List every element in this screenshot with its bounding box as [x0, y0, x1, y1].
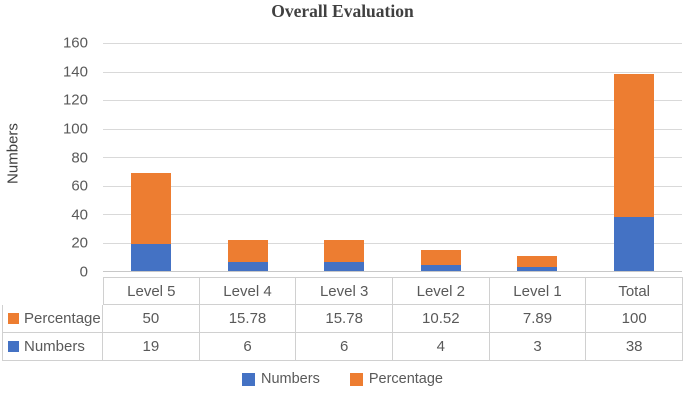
chart-title: Overall Evaluation — [271, 1, 414, 21]
table-row-label-text-numbers: Numbers — [24, 338, 85, 355]
table-cell-numbers-2: 6 — [199, 333, 297, 361]
gridline-100 — [103, 128, 682, 130]
table-cell-percentage-4: 10.52 — [392, 305, 490, 333]
bar-segment-percentage-total[interactable] — [613, 74, 654, 217]
legend-swatch-percentage — [349, 372, 363, 386]
legend-key-square-numbers — [8, 341, 19, 352]
gridline-80 — [103, 157, 682, 158]
y-tick-label-40: 40 — [71, 206, 88, 224]
y-tick-label-100: 100 — [62, 120, 88, 138]
stacked-bar-level-4[interactable] — [227, 43, 268, 271]
gridline-60 — [103, 185, 682, 187]
bar-segment-numbers-level-5[interactable] — [131, 243, 172, 271]
y-tick-label-20: 20 — [71, 234, 88, 252]
table-cell-numbers-6: 38 — [586, 333, 683, 361]
bar-segment-percentage-level-3[interactable] — [324, 239, 365, 263]
legend-swatch-numbers — [242, 372, 255, 386]
bar-segment-numbers-total[interactable] — [613, 216, 654, 271]
gridline-40 — [103, 214, 682, 215]
bar-segment-percentage-level-1[interactable] — [517, 255, 558, 267]
y-tick-label-140: 140 — [62, 63, 88, 81]
legend-label-percentage: Percentage — [368, 371, 443, 387]
table-cell-percentage-2: 15.78 — [199, 305, 297, 333]
stacked-bar-level-2[interactable] — [420, 43, 461, 271]
legend-item-numbers[interactable]: Numbers — [242, 371, 320, 387]
bar-column-level-3 — [296, 43, 393, 271]
plot-area — [103, 43, 682, 272]
y-tick-label-80: 80 — [71, 149, 88, 166]
gridline-120 — [103, 100, 682, 101]
legend-key-square-percentage — [8, 313, 19, 324]
bar-column-level-5 — [103, 43, 200, 271]
data-table: Level 5 Level 4 Level 3 Level 2 Level 1 Total… — [2, 277, 683, 361]
table-cell-percentage-5: 7.89 — [489, 305, 587, 333]
bar-column-level-4 — [200, 43, 297, 271]
bar-segment-percentage-level-4[interactable] — [227, 239, 268, 263]
table-corner-blank — [2, 277, 103, 305]
bar-segment-numbers-level-4[interactable] — [227, 262, 268, 271]
gridline-160 — [103, 43, 682, 44]
table-row-label-text-percentage: Percentage — [24, 310, 101, 327]
bar-segment-numbers-level-3[interactable] — [324, 262, 365, 271]
bar-segment-percentage-level-5[interactable] — [131, 172, 172, 244]
table-cell-numbers-4: 4 — [392, 333, 490, 361]
stacked-bar-total[interactable] — [613, 43, 654, 271]
y-axis-ticks: 0 20 40 60 80 100 120 140 160 — [0, 36, 95, 280]
table-header-level-3: Level 3 — [296, 277, 393, 305]
table-row-label-numbers: Numbers — [2, 333, 103, 361]
table-header-level-2: Level 2 — [392, 277, 490, 305]
table-row-label-percentage: Percentage — [2, 305, 103, 333]
bar-column-level-2 — [393, 43, 490, 271]
chart-legend: Numbers Percentage — [0, 371, 685, 387]
bar-column-total — [586, 43, 683, 271]
stacked-bar-level-1[interactable] — [517, 43, 558, 271]
stacked-bar-level-5[interactable] — [131, 43, 172, 271]
y-tick-label-160: 160 — [62, 34, 88, 52]
bar-segment-percentage-level-2[interactable] — [420, 250, 461, 266]
stacked-bar-level-3[interactable] — [324, 43, 365, 271]
table-header-level-1: Level 1 — [489, 277, 587, 305]
legend-item-percentage[interactable]: Percentage — [349, 371, 443, 387]
table-cell-percentage-1: 50 — [103, 305, 200, 333]
table-header-level-4: Level 4 — [199, 277, 297, 305]
bar-segment-numbers-level-2[interactable] — [420, 265, 461, 271]
gridline-140 — [103, 71, 682, 73]
y-tick-label-120: 120 — [62, 91, 88, 109]
y-tick-label-60: 60 — [71, 177, 88, 195]
table-header-total: Total — [586, 277, 683, 305]
y-tick-label-0: 0 — [79, 263, 88, 281]
bar-column-level-1 — [489, 43, 586, 271]
table-header-level-5: Level 5 — [103, 277, 200, 305]
table-cell-numbers-1: 19 — [103, 333, 200, 361]
table-cell-percentage-6: 100 — [586, 305, 683, 333]
bar-segment-numbers-level-1[interactable] — [517, 266, 558, 271]
table-cell-numbers-3: 6 — [296, 333, 393, 361]
table-cell-numbers-5: 3 — [489, 333, 587, 361]
gridline-20 — [103, 242, 682, 244]
legend-label-numbers: Numbers — [261, 371, 320, 387]
table-cell-percentage-3: 15.78 — [296, 305, 393, 333]
